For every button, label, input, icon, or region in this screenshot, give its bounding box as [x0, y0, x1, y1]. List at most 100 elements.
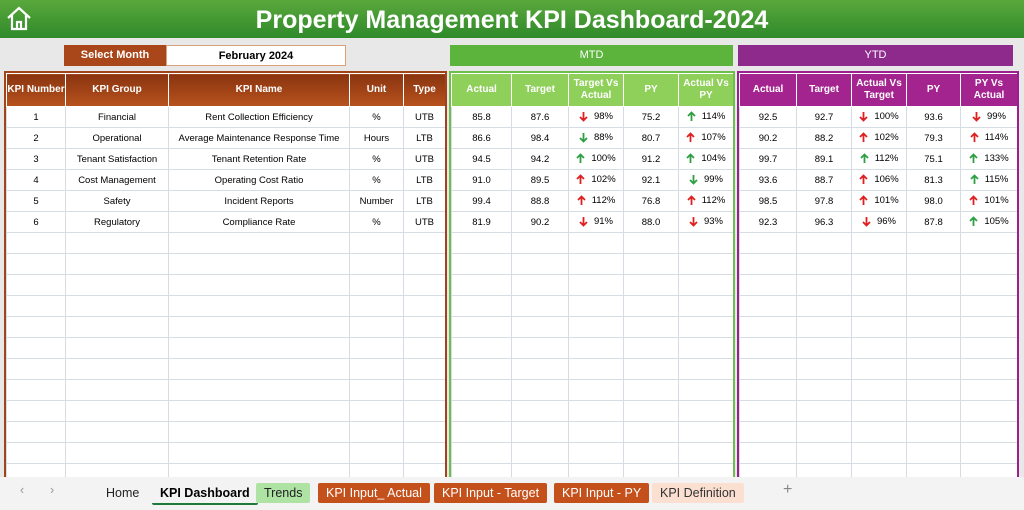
cell-value: 89.1 [814, 153, 834, 165]
cell: Cost Management [65, 169, 169, 191]
cell: 6 [6, 211, 66, 233]
cell-value: 80.7 [641, 132, 661, 144]
month-value[interactable]: February 2024 [166, 45, 346, 66]
sheet-tab[interactable]: KPI Input - PY [554, 483, 650, 503]
cell [960, 316, 1017, 338]
cell: 90.2 [511, 211, 569, 233]
row: 99.7 89.1 112% 75.1 133% [739, 148, 1017, 170]
trend-arrow [970, 174, 979, 185]
cell: 87.6 [511, 106, 569, 128]
sheet-tab[interactable]: KPI Input_ Actual [318, 483, 430, 503]
cell [403, 358, 445, 380]
cell [65, 274, 169, 296]
cell [65, 358, 169, 380]
cell [739, 253, 797, 275]
trend-arrow [970, 132, 979, 143]
column-header: Unit [349, 73, 404, 107]
row [451, 379, 733, 401]
cell [796, 274, 852, 296]
cell [960, 358, 1017, 380]
cell: 107% [678, 127, 733, 149]
cell: 88.0 [623, 211, 679, 233]
cell: 98.0 [906, 190, 961, 212]
cell [403, 463, 445, 479]
cell: 104% [678, 148, 733, 170]
sheet-tab[interactable]: KPI Dashboard [152, 483, 258, 505]
trend-arrow [969, 195, 978, 206]
cell [796, 232, 852, 254]
cell [623, 274, 679, 296]
sheet-tab[interactable]: Home [106, 486, 140, 500]
cell [6, 253, 66, 275]
cell: 88.2 [796, 127, 852, 149]
cell [739, 421, 797, 443]
cell-value: 5 [33, 195, 39, 207]
cell [906, 442, 961, 464]
cell [403, 232, 445, 254]
row [451, 442, 733, 464]
row: 90.2 88.2 102% 79.3 114% [739, 127, 1017, 149]
cell [568, 295, 624, 317]
cell: % [349, 148, 404, 170]
cell [739, 358, 797, 380]
row [6, 421, 445, 443]
trend-arrow [859, 195, 868, 206]
cell [623, 253, 679, 275]
trend-arrow [972, 112, 981, 123]
row [739, 274, 1017, 296]
cell-value: LTB [416, 174, 433, 186]
cell [906, 253, 961, 275]
cell [678, 400, 733, 422]
row [451, 232, 733, 254]
cell-value: 88.7 [814, 174, 834, 186]
next-sheet[interactable]: › [50, 483, 55, 497]
cell-value: 97.8 [814, 195, 834, 207]
cell: 96% [851, 211, 907, 233]
row [451, 316, 733, 338]
cell [568, 400, 624, 422]
cell: Financial [65, 106, 169, 128]
column-header: Type [403, 73, 445, 107]
sheet-tab[interactable]: KPI Definition [652, 483, 744, 503]
cell [168, 274, 350, 296]
cell-value: 99.4 [472, 195, 491, 207]
cell: UTB [403, 211, 445, 233]
cell-value: 81.9 [472, 216, 491, 228]
cell-value: 100% [591, 153, 616, 165]
cell-value: 98% [593, 111, 613, 123]
cell-value: 93.6 [924, 111, 943, 123]
row [451, 274, 733, 296]
cell [623, 232, 679, 254]
cell: % [349, 211, 404, 233]
cell [6, 442, 66, 464]
sheet-tab[interactable]: Trends [256, 483, 311, 503]
cell [6, 400, 66, 422]
row [6, 316, 445, 338]
add-sheet[interactable]: + [783, 481, 793, 498]
cell [349, 253, 404, 275]
cell [851, 358, 907, 380]
row [451, 358, 733, 380]
prev-sheet[interactable]: ‹ [20, 483, 25, 497]
cell: 100% [851, 106, 907, 128]
row: 1 Financial Rent Collection Efficiency% UTB [6, 106, 445, 128]
cell-value: 91.0 [472, 174, 491, 186]
cell: 101% [960, 190, 1017, 212]
cell [65, 442, 169, 464]
cell [851, 421, 907, 443]
home-icon[interactable] [5, 4, 33, 32]
cell: 105% [960, 211, 1017, 233]
sheet-tab[interactable]: KPI Input - Target [434, 483, 548, 503]
cell [678, 379, 733, 401]
cell: LTB [403, 127, 445, 149]
trend-arrow [969, 153, 978, 164]
trend-arrow [686, 153, 695, 164]
cell: 88.8 [511, 190, 569, 212]
cell: 102% [568, 169, 624, 191]
cell: 86.6 [451, 127, 512, 149]
cell: 100% [568, 148, 624, 170]
cell [65, 316, 169, 338]
cell-value: 75.1 [924, 153, 943, 165]
cell-value: Operational [92, 132, 142, 144]
data-table: Actual Target Target Vs Actual PY Actual Vs … [451, 73, 733, 479]
